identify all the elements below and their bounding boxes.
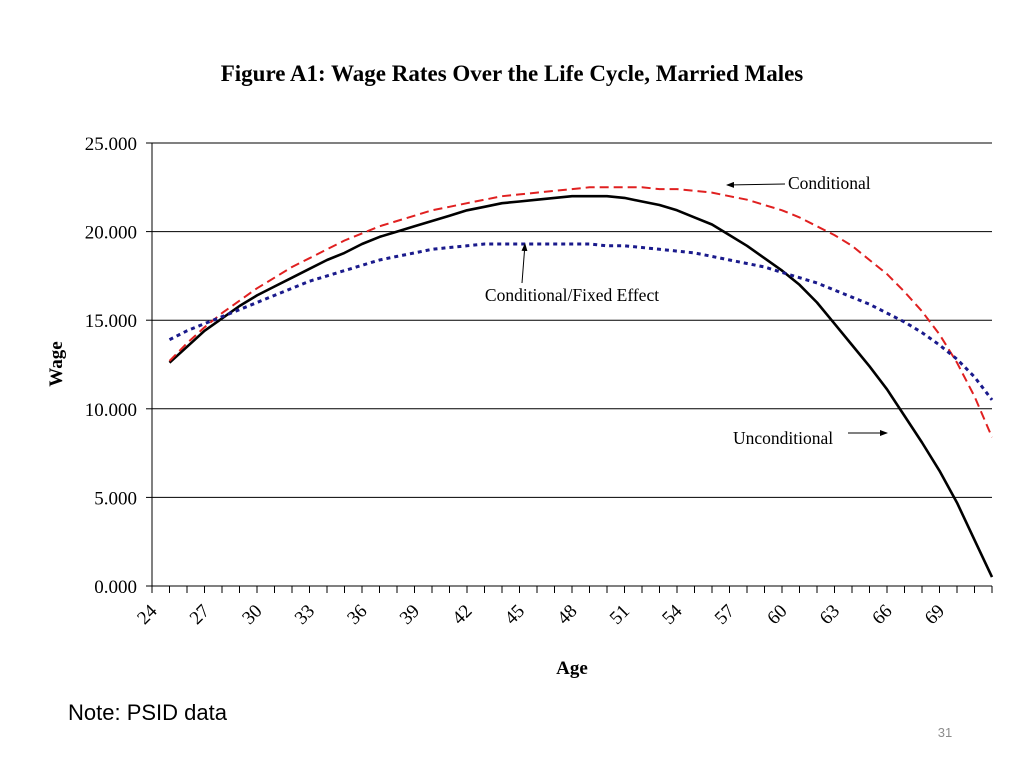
series-lines	[168, 186, 994, 578]
x-tick-label: 54	[658, 600, 687, 629]
x-tick-label: 63	[816, 601, 844, 629]
y-axis-label: Wage	[46, 341, 67, 386]
annotation-arrow	[726, 181, 786, 188]
x-tick-label: 69	[921, 601, 949, 629]
x-tick-label: 57	[711, 601, 739, 629]
x-tick-labels: 24 27 30 33 36 39 42 45 48 51 54 57 60 63 66 69	[133, 600, 949, 629]
y-tick-label: 5.000	[94, 488, 137, 509]
y-tick-label: 20.000	[85, 223, 137, 244]
x-tick-label: 36	[343, 601, 371, 629]
series-line-unconditional	[168, 194, 994, 578]
x-tick-label: 66	[868, 601, 896, 629]
x-tick-label: 60	[763, 601, 791, 629]
x-tick-label: 51	[606, 601, 634, 629]
x-tick-label: 24	[133, 600, 162, 629]
annotation-arrow	[521, 243, 528, 284]
series-line-conditional-fixed-effect	[168, 242, 994, 401]
x-tick-label: 48	[553, 601, 581, 629]
x-tick-label: 30	[238, 601, 266, 629]
y-tick-label: 10.000	[85, 400, 137, 421]
slide-number: 31	[937, 725, 953, 740]
annotation-conditional-fixed-effect: Conditional/Fixed Effect	[485, 285, 659, 305]
annotations: Conditional Conditional/Fixed Effect Uncon…	[485, 173, 888, 448]
x-tick-label: 27	[186, 601, 214, 629]
chart-title: Figure A1: Wage Rates Over the Life Cycl…	[221, 61, 804, 86]
x-tick-label: 42	[448, 601, 476, 629]
wage-chart: Figure A1: Wage Rates Over the Life Cycl…	[46, 61, 994, 679]
gridlines	[146, 142, 992, 587]
x-tick-label: 39	[396, 601, 424, 629]
y-tick-label: 25.000	[85, 134, 137, 155]
series-line-conditional	[168, 186, 993, 438]
note-text: Note: PSID data	[68, 700, 227, 725]
annotation-conditional: Conditional	[788, 173, 871, 193]
x-axis-label: Age	[556, 658, 588, 679]
x-tick-label: 33	[291, 601, 319, 629]
annotation-unconditional: Unconditional	[733, 428, 833, 448]
y-tick-labels: 0.000 5.000 10.000 15.000 20.000 25.000	[85, 134, 137, 598]
y-tick-label: 0.000	[94, 577, 137, 598]
y-tick-label: 15.000	[85, 311, 137, 332]
x-tick-label: 45	[501, 601, 529, 629]
axes	[151, 143, 993, 593]
